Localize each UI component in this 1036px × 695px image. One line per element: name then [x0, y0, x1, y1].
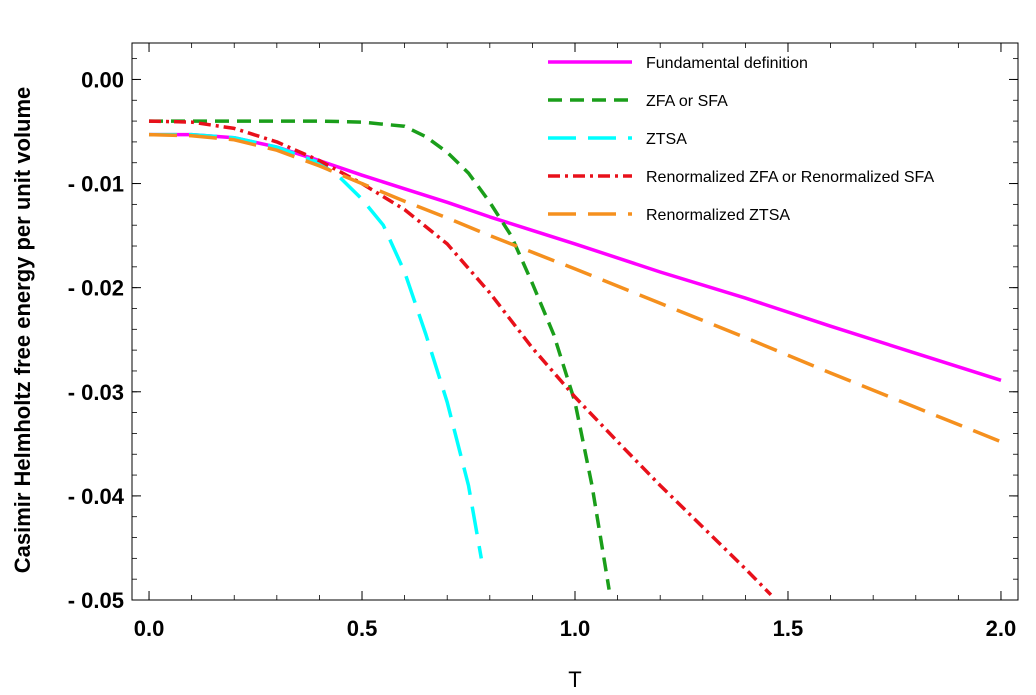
plot-frame [131, 42, 1019, 601]
y-tick-label: - 0.01 [68, 172, 124, 197]
y-tick-label: - 0.04 [68, 484, 125, 509]
series-lines [148, 119, 1002, 597]
legend-label: ZTSA [646, 131, 687, 148]
x-tick-label: 2.0 [986, 616, 1017, 641]
legend: Fundamental definition ZFA or SFA ZTSA Reno… [548, 55, 934, 224]
legend-label: Renormalized ZTSA [646, 207, 790, 224]
y-ticks: 0.00 - 0.01 - 0.02 - 0.03 - 0.04 - 0.05 [68, 58, 1018, 613]
legend-label: Fundamental definition [646, 55, 808, 72]
series-line-renormalized-zfa-or-renormalized-sfa [148, 119, 773, 597]
x-tick-label: 0.0 [134, 616, 165, 641]
x-axis-label: T [568, 667, 581, 692]
y-tick-label: - 0.02 [68, 276, 124, 301]
y-axis-label: Casimir Helmholtz free energy per unit v… [10, 87, 35, 574]
series-line-renormalized-ztsa [148, 132, 1002, 444]
series-line-zfa-or-sfa [149, 119, 611, 590]
x-tick-label: 1.5 [773, 616, 804, 641]
x-ticks: 0.0 0.5 1.0 1.5 2.0 [134, 43, 1017, 641]
x-tick-label: 0.5 [347, 616, 378, 641]
x-tick-label: 1.0 [560, 616, 591, 641]
y-tick-label: 0.00 [81, 67, 124, 92]
legend-label: Renormalized ZFA or Renormalized SFA [646, 169, 934, 186]
series-line-ztsa [149, 132, 484, 559]
y-tick-label: - 0.03 [68, 380, 124, 405]
y-tick-label: - 0.05 [68, 588, 124, 613]
legend-label: ZFA or SFA [646, 93, 728, 110]
